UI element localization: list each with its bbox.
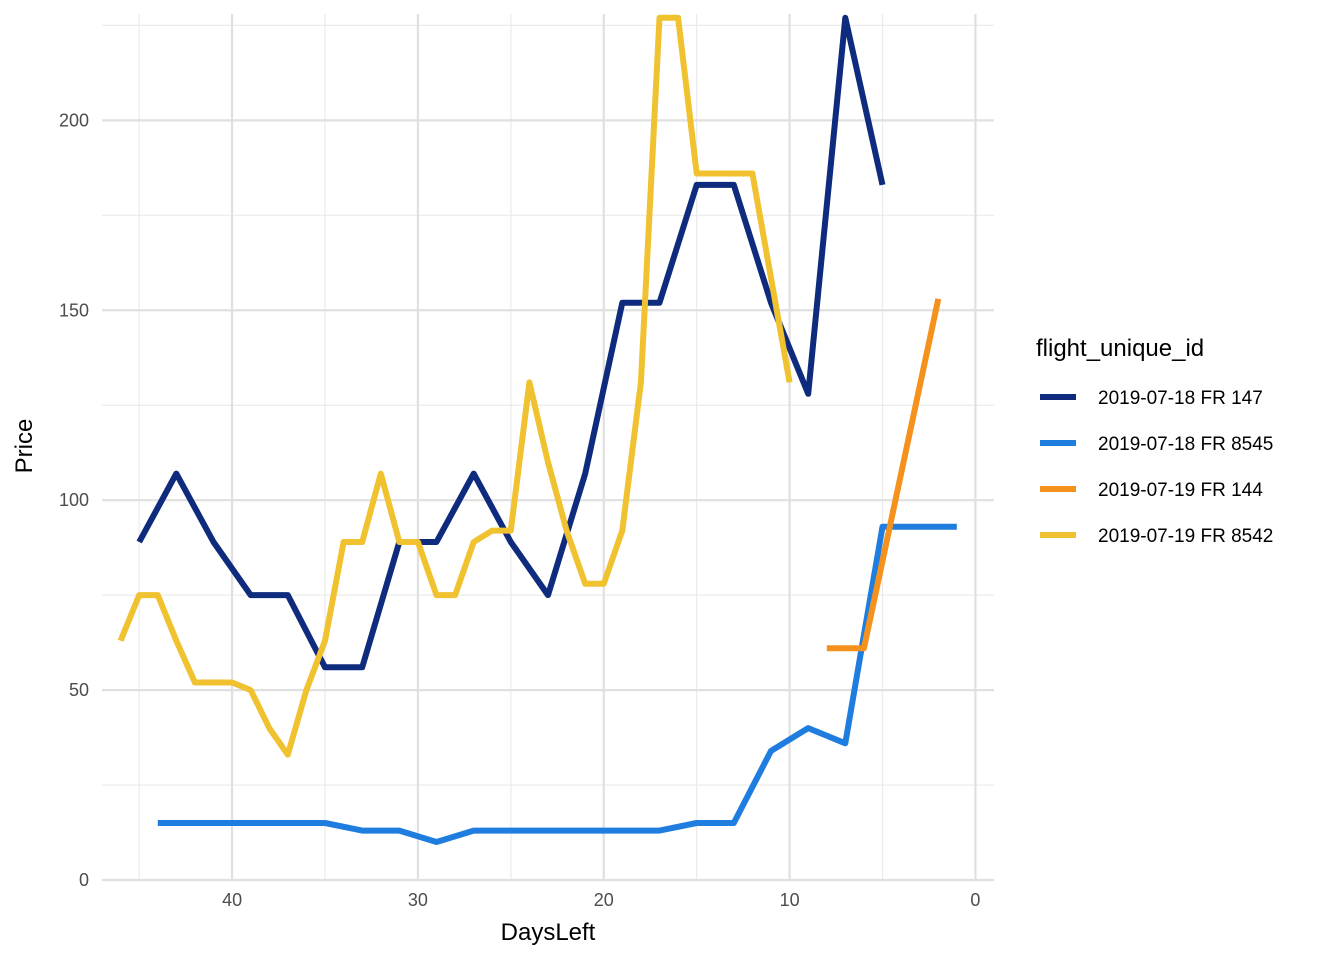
- x-axis-title: DaysLeft: [501, 919, 596, 946]
- legend-label: 2019-07-19 FR 8542: [1098, 526, 1273, 547]
- series-line: [136, 14, 886, 671]
- y-tick-label: 0: [79, 870, 89, 890]
- x-tick-label: 20: [594, 890, 614, 910]
- legend-title: flight_unique_id: [1036, 335, 1204, 362]
- x-axis-tick-labels: 40 30 20 10 0: [222, 890, 980, 910]
- major-gridlines: [102, 14, 994, 882]
- x-tick-label: 30: [408, 890, 428, 910]
- series-line: [117, 14, 793, 758]
- x-tick-label: 0: [970, 890, 980, 910]
- legend-label: 2019-07-19 FR 144: [1098, 480, 1263, 501]
- y-tick-label: 200: [59, 110, 89, 130]
- y-axis-title: Price: [11, 419, 38, 474]
- legend-label: 2019-07-18 FR 147: [1098, 388, 1263, 409]
- series-line: [157, 523, 957, 845]
- minor-gridlines: [102, 14, 994, 880]
- series-line: [826, 298, 942, 652]
- y-tick-label: 100: [59, 490, 89, 510]
- legend: flight_unique_id 2019-07-18 FR 1472019-0…: [1036, 335, 1273, 547]
- y-axis-tick-labels: 0 50 100 150 200: [59, 110, 89, 890]
- legend-label: 2019-07-18 FR 8545: [1098, 434, 1273, 455]
- x-tick-label: 10: [780, 890, 800, 910]
- series-lines: [117, 14, 957, 845]
- y-tick-label: 150: [59, 300, 89, 320]
- x-tick-label: 40: [222, 890, 242, 910]
- legend-items: 2019-07-18 FR 147 2019-07-18 FR 8545 2019-…: [1040, 388, 1273, 547]
- y-tick-label: 50: [69, 680, 89, 700]
